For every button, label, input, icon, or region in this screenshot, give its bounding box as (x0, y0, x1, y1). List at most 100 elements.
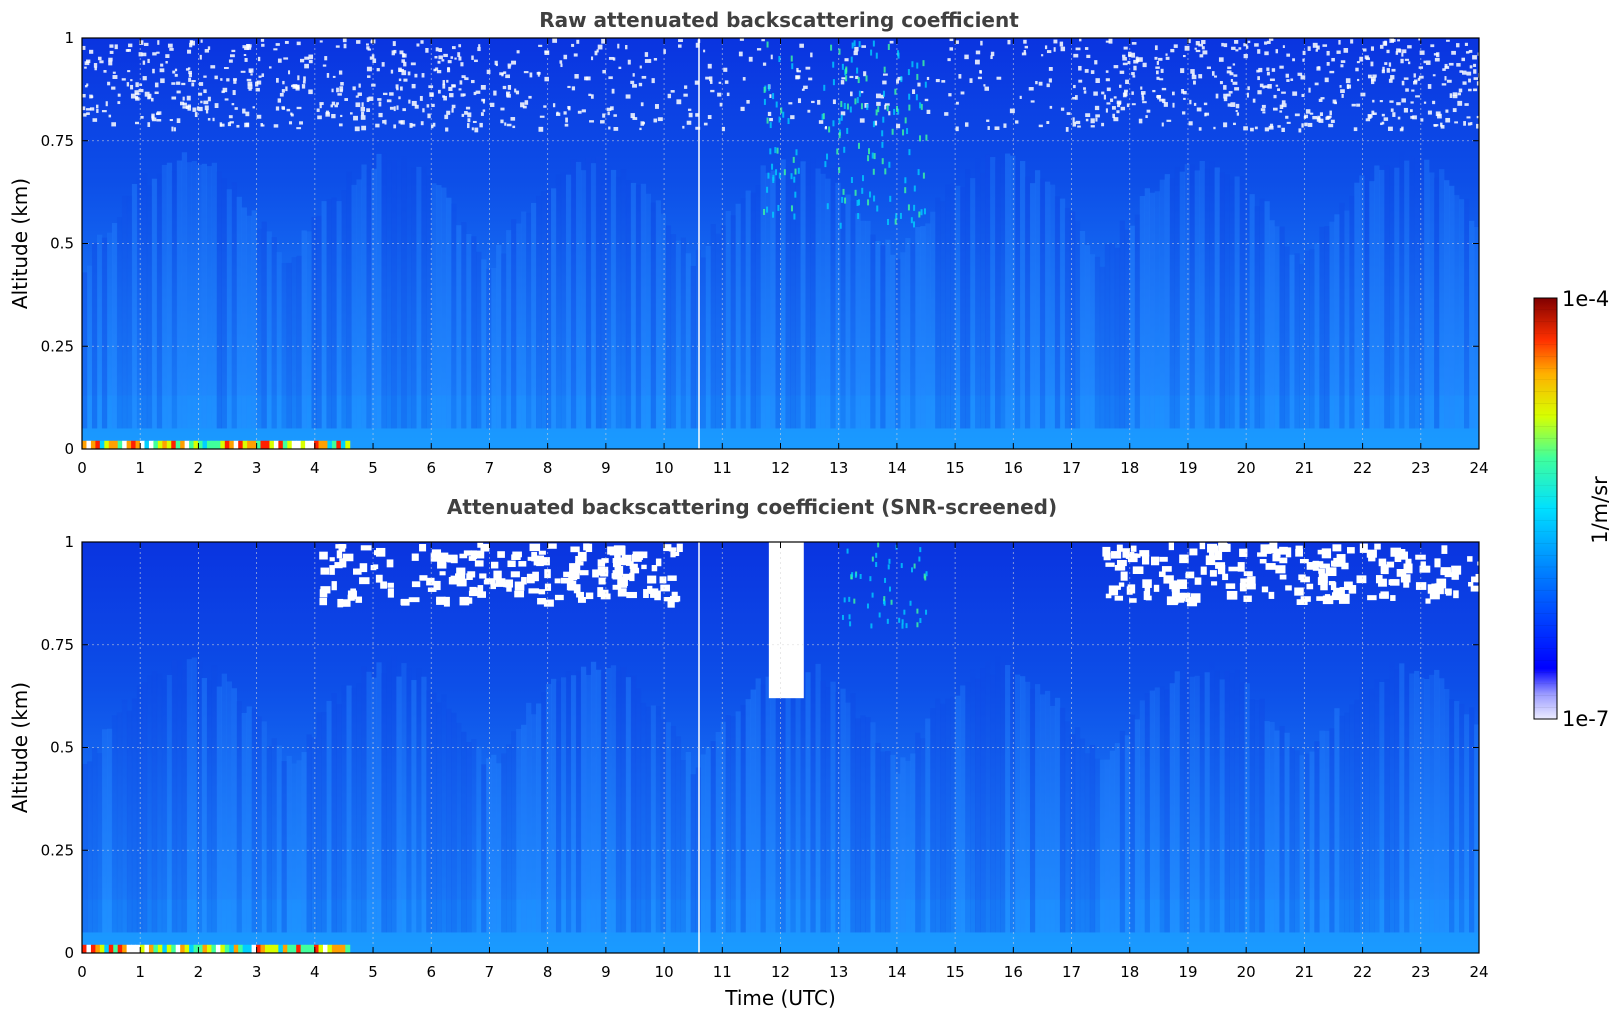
colorbar-max-label: 1e-4 (1562, 287, 1609, 311)
turbulent-speckle (790, 205, 793, 212)
turbulent-speckle (832, 61, 835, 68)
screened-patch (387, 582, 394, 588)
surface-backscatter-cell (153, 440, 159, 449)
plume-streak (980, 668, 986, 933)
noise-speckle (1223, 43, 1228, 48)
plume-streak (186, 659, 193, 933)
surface-backscatter-cell (314, 440, 320, 449)
plume-streak (346, 685, 352, 933)
noise-speckle (467, 123, 470, 129)
noise-speckle (1077, 125, 1081, 128)
noise-speckle (442, 83, 446, 89)
surface-backscatter-cell (166, 440, 172, 449)
turbulent-speckle (856, 199, 859, 206)
noise-speckle (156, 111, 162, 115)
noise-speckle (740, 106, 745, 112)
surface-backscatter-cell (331, 944, 337, 953)
turbulent-speckle (845, 75, 848, 82)
y-tick-label: 0.75 (41, 132, 74, 150)
noise-speckle (461, 113, 465, 117)
noise-speckle (854, 46, 859, 52)
plume-streak (546, 190, 552, 429)
noise-speckle (539, 115, 545, 118)
noise-speckle (1264, 127, 1270, 132)
plume-streak (1309, 751, 1315, 933)
plume-streak (1374, 165, 1380, 429)
noise-speckle (585, 76, 591, 81)
noise-speckle (1138, 118, 1143, 124)
x-tick-label: 18 (1120, 459, 1139, 477)
noise-speckle (210, 65, 216, 69)
surface-backscatter-cell (260, 440, 266, 449)
noise-speckle (723, 67, 728, 72)
noise-speckle (151, 113, 155, 119)
noise-speckle (1195, 49, 1201, 53)
plume-streak (910, 753, 916, 933)
noise-speckle (252, 106, 255, 109)
plume-streak (296, 255, 302, 429)
x-tick-label: 4 (310, 963, 320, 981)
plume-streak (136, 685, 143, 933)
noise-speckle (641, 75, 647, 79)
turbulent-speckle (832, 79, 835, 86)
screened-patch (1325, 567, 1337, 577)
plume-streak (865, 220, 871, 429)
plume-streak (256, 228, 262, 429)
noise-speckle (1326, 62, 1330, 66)
screened-patch (1209, 549, 1215, 558)
turbulent-speckle (916, 62, 919, 69)
plume-streak (1014, 674, 1021, 933)
screened-patch (456, 567, 466, 575)
noise-speckle (1234, 40, 1239, 44)
noise-speckle (1232, 122, 1236, 126)
noise-speckle (246, 43, 250, 48)
screened-patch (532, 571, 539, 582)
screened-patch (618, 557, 629, 566)
noise-speckle (1312, 115, 1318, 120)
screened-patch (592, 569, 599, 578)
screened-patch (547, 543, 557, 549)
plume-streak (471, 739, 477, 933)
surface-backscatter-cell (198, 944, 203, 953)
screened-patch (1374, 543, 1381, 550)
surface-backscatter-cell (180, 944, 186, 953)
plume-streak (446, 197, 452, 429)
noise-speckle (458, 88, 462, 91)
screened-patch (573, 584, 581, 594)
noise-speckle (1441, 83, 1447, 86)
noise-speckle (1468, 88, 1472, 92)
noise-speckle (1041, 54, 1044, 57)
plume-streak (126, 710, 133, 933)
noise-speckle (1379, 100, 1383, 103)
noise-speckle (613, 114, 617, 117)
noise-speckle (955, 126, 959, 132)
plume-streak (82, 763, 88, 933)
noise-speckle (220, 123, 225, 127)
plume-streak (426, 690, 432, 933)
noise-speckle (1402, 49, 1407, 54)
surface-backscatter-cell (153, 944, 159, 953)
noise-speckle (96, 108, 99, 113)
noise-speckle (1243, 126, 1248, 131)
noise-speckle (640, 102, 644, 107)
surface-backscatter-cell (140, 440, 145, 449)
noise-speckle (1418, 38, 1422, 41)
plume-streak (306, 231, 312, 429)
surface-backscatter-cell (220, 440, 226, 449)
plume-streak (715, 732, 721, 933)
noise-speckle (304, 63, 309, 69)
turbulent-speckle (920, 103, 923, 110)
plume-streak (236, 701, 242, 933)
noise-speckle (402, 53, 407, 58)
noise-speckle (1473, 88, 1478, 92)
plume-streak (351, 687, 357, 933)
noise-speckle (1247, 86, 1250, 91)
noise-speckle (172, 70, 176, 74)
turbulent-speckle (763, 98, 766, 105)
noise-speckle (1152, 89, 1156, 93)
x-tick-label: 1 (135, 963, 145, 981)
plume-streak (156, 673, 163, 933)
plume-streak (1364, 689, 1370, 933)
noise-speckle (336, 102, 339, 105)
plume-streak (166, 162, 173, 429)
